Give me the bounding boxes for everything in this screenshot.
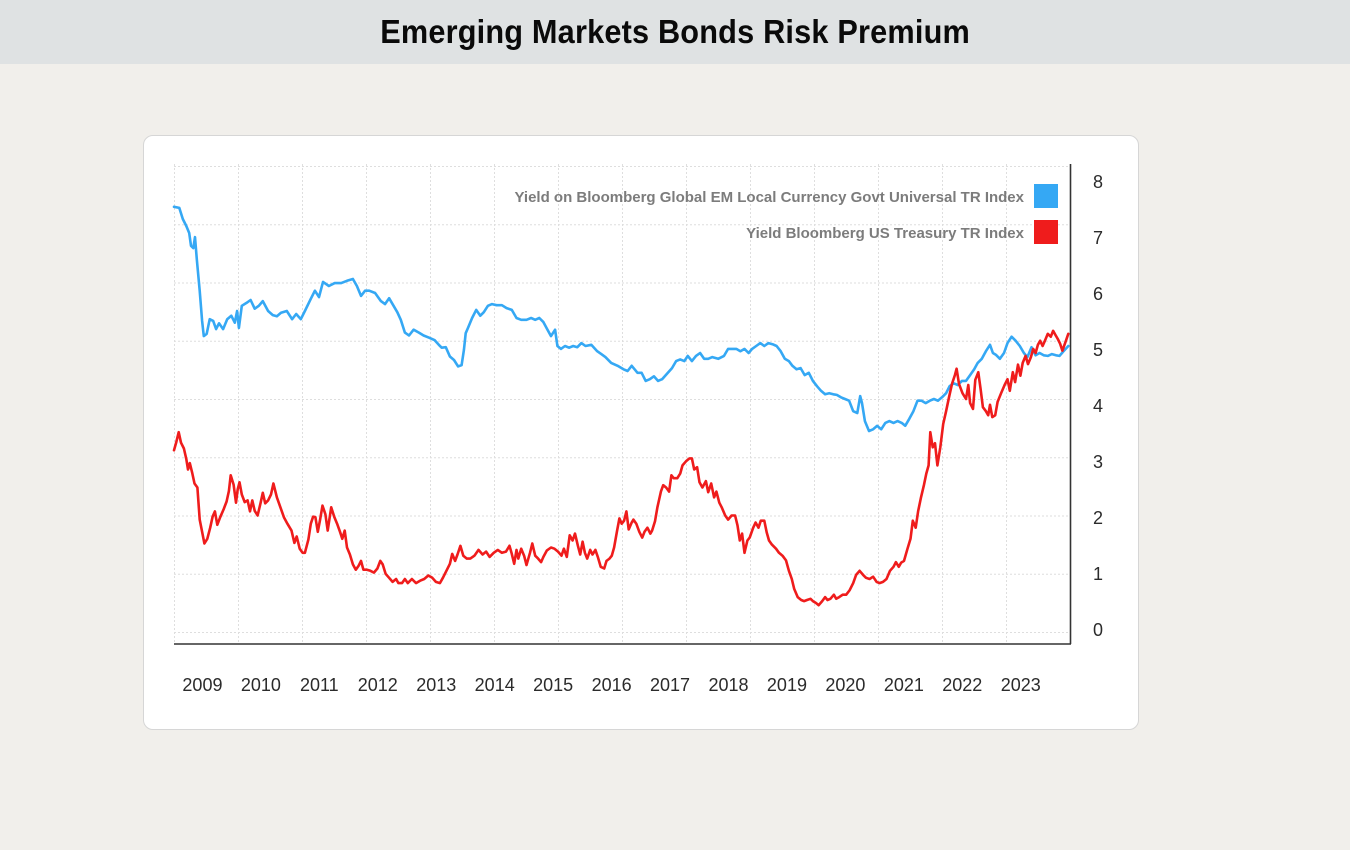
y-tick-label: 0 (1093, 620, 1103, 640)
series-line-em-local-currency (172, 205, 1070, 433)
x-tick-label: 2015 (533, 675, 573, 695)
x-tick-label: 2014 (475, 675, 515, 695)
x-tick-label: 2013 (416, 675, 456, 695)
y-tick-label: 8 (1093, 172, 1103, 192)
legend-swatch (1034, 184, 1058, 208)
page-header: Emerging Markets Bonds Risk Premium (0, 0, 1350, 64)
y-axis-tick-labels: 0 1 2 3 4 5 6 7 8 (1093, 172, 1103, 640)
x-tick-label: 2010 (241, 675, 281, 695)
page-title: Emerging Markets Bonds Risk Premium (380, 13, 970, 50)
y-tick-label: 3 (1093, 452, 1103, 472)
legend-swatch (1034, 220, 1058, 244)
series-line-us-treasury (172, 329, 1070, 607)
y-tick-label: 4 (1093, 396, 1103, 416)
x-tick-label: 2020 (825, 675, 865, 695)
x-axis-tick-labels: 2009 2010 2011 2012 2013 2014 2015 2016 2017 2018… (182, 675, 1040, 695)
axes (174, 164, 1072, 645)
x-tick-label: 2023 (1001, 675, 1041, 695)
x-tick-label: 2021 (884, 675, 924, 695)
x-tick-label: 2017 (650, 675, 690, 695)
x-tick-label: 2016 (592, 675, 632, 695)
x-tick-label: 2009 (182, 675, 222, 695)
legend-label: Yield on Bloomberg Global EM Local Curre… (514, 189, 1024, 206)
y-tick-label: 7 (1093, 228, 1103, 248)
legend-label: Yield Bloomberg US Treasury TR Index (746, 225, 1025, 242)
x-tick-label: 2019 (767, 675, 807, 695)
y-tick-label: 2 (1093, 508, 1103, 528)
x-tick-label: 2018 (708, 675, 748, 695)
legend: Yield on Bloomberg Global EM Local Curre… (514, 184, 1058, 244)
grid (174, 164, 1071, 644)
y-tick-label: 5 (1093, 340, 1103, 360)
x-tick-label: 2022 (942, 675, 982, 695)
y-tick-label: 1 (1093, 564, 1103, 584)
x-tick-label: 2011 (300, 675, 339, 695)
series-lines (172, 205, 1070, 607)
x-tick-label: 2012 (358, 675, 398, 695)
y-tick-label: 6 (1093, 284, 1103, 304)
